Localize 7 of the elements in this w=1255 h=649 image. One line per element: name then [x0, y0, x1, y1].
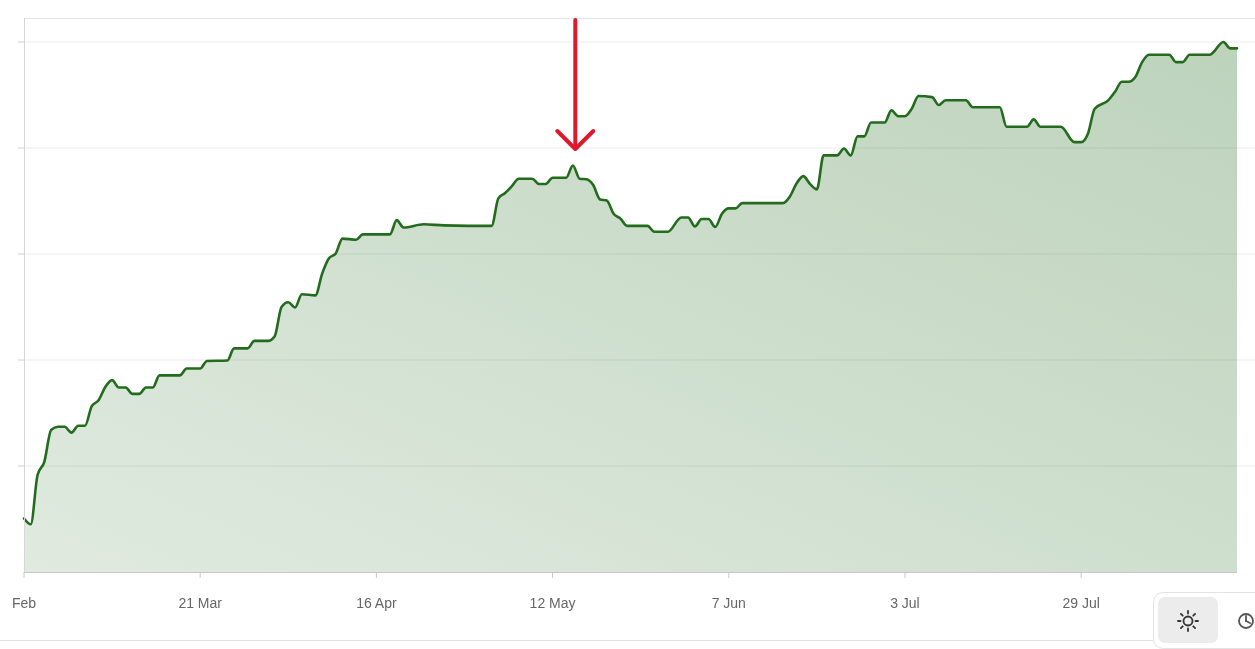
x-tick-label: 3 Jul — [890, 595, 920, 611]
x-tick-label: 7 Jun — [711, 595, 746, 611]
x-tick-label: Feb — [11, 595, 37, 611]
x-tick-label: 29 Jul — [1062, 595, 1100, 611]
x-tick-label: 21 Mar — [178, 595, 223, 611]
x-tick-label: 12 May — [529, 595, 576, 611]
x-tick-label: 16 Apr — [356, 595, 397, 611]
